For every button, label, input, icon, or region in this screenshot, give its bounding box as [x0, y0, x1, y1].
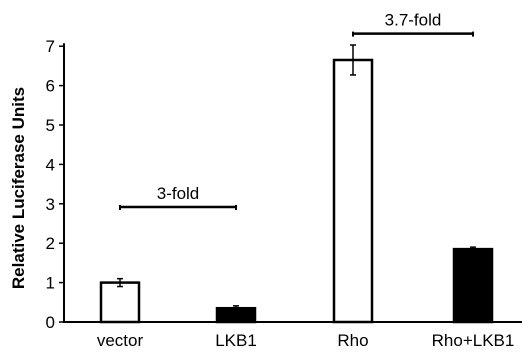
x-tick-label: Rho+LKB1	[432, 331, 515, 350]
x-tick-label: LKB1	[215, 331, 257, 350]
x-tick-label: vector	[97, 331, 144, 350]
bar	[99, 281, 141, 324]
bar	[332, 58, 374, 324]
annotations: 3-fold 3.7-fold	[119, 11, 474, 210]
y-tick-label: 7	[46, 37, 55, 56]
y-tick-label: 1	[46, 274, 55, 293]
y-axis-label: Relative Luciferase Units	[9, 87, 28, 289]
annotation-label: 3.7-fold	[385, 11, 442, 30]
y-axis: 0 1 2 3 4 5 6 7	[46, 37, 65, 332]
x-axis: vector LKB1 Rho Rho+LKB1	[63, 321, 522, 350]
y-tick-label: 6	[46, 77, 55, 96]
y-tick-label: 0	[46, 313, 55, 332]
y-tick-label: 2	[46, 234, 55, 253]
y-tick-label: 4	[46, 155, 55, 174]
bars	[99, 44, 494, 324]
x-tick-label: Rho	[337, 331, 368, 350]
annotation-label: 3-fold	[157, 184, 200, 203]
bar	[452, 247, 494, 324]
y-tick-label: 5	[46, 116, 55, 135]
y-tick-label: 3	[46, 195, 55, 214]
